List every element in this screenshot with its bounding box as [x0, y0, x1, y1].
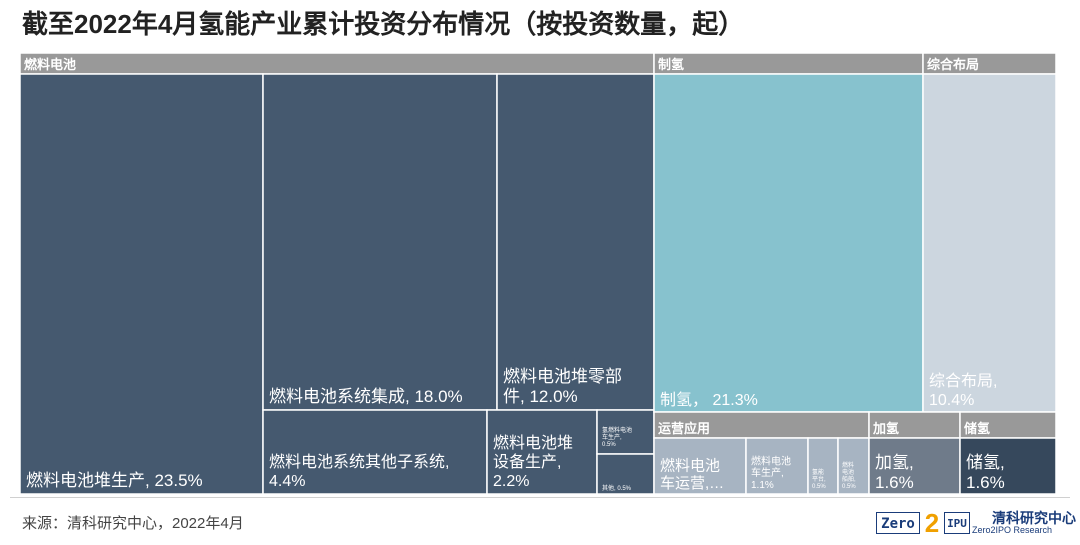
cell-fuel-cell-other: [596, 453, 655, 495]
cell-fuel-cell-other-subsystems: [262, 409, 488, 495]
cell-fcv-operation: [653, 437, 747, 495]
logo-chinese-name: 清科研究中心: [992, 510, 1076, 526]
label-fcv-production: 燃料电池车生产, 1.1%: [751, 454, 791, 491]
label-fcv-operation: 燃料电池车运营,…: [660, 456, 724, 492]
fuel-cell-header-label: 燃料电池: [24, 57, 76, 72]
hydrogen-production-header-label: 制氢: [658, 57, 684, 72]
cell-fcv-production: [745, 437, 809, 495]
label-refueling: 加氢, 1.6%: [875, 453, 914, 492]
label-fuel-cell-other-subsystems: 燃料电池系统其他子系统, 4.4%: [269, 453, 449, 490]
refueling-header-label: 加氢: [872, 421, 899, 436]
fuel-cell-header: [19, 52, 655, 75]
label-h2-fuel-cell-vehicle: 氢燃料电池车生产, 0.5%: [602, 426, 632, 448]
cell-fuel-cell-stack-parts: [496, 73, 655, 411]
logo-english-name: Zero2IPO Research: [972, 525, 1053, 535]
label-fuel-cell-equipment: 燃料电池堆设备生产, 2.2%: [493, 434, 573, 490]
cell-fuel-cell-stack-production: [19, 73, 264, 495]
cell-hydrogen-production: [653, 73, 924, 413]
label-fuel-cell-stack-production: 燃料电池堆生产, 23.5%: [26, 471, 203, 490]
chart-title: 截至2022年4月氢能产业累计投资分布情况（按投资数量，起）: [22, 9, 745, 39]
operation-application-header-label: 运营应用: [658, 421, 710, 436]
logo-ipo-box: IPU: [944, 512, 970, 534]
cell-integrated-layout: [922, 73, 1057, 413]
cell-hydrogen-platform: [807, 437, 839, 495]
logo-two: 2: [924, 508, 940, 538]
logo-zero-box: Zero: [876, 512, 920, 534]
label-integrated-layout: 综合布局, 10.4%: [929, 372, 997, 409]
footer-divider: [10, 497, 1070, 498]
storage-header: [959, 411, 1057, 439]
cell-refueling: [868, 437, 961, 495]
cell-h2-fuel-cell-vehicle: [596, 409, 655, 455]
source-note: 来源：清科研究中心，2022年4月: [22, 515, 244, 532]
label-hydrogen-production: 制氢， 21.3%: [660, 391, 758, 409]
label-hydrogen-platform: 氢能平台, 0.5%: [812, 468, 826, 490]
storage-header-label: 储氢: [963, 421, 990, 436]
zero2ipo-logo: Zero 2 IPU 清科研究中心 Zero2IPO Research: [876, 508, 1076, 538]
label-storage: 储氢, 1.6%: [966, 453, 1005, 492]
integrated-layout-header-label: 综合布局: [927, 57, 979, 72]
label-fuel-cell-other: 其他, 0.5%: [602, 484, 632, 492]
hydrogen-production-header: [653, 52, 924, 75]
label-fuel-cell-system-integration: 燃料电池系统集成, 18.0%: [269, 387, 463, 406]
cell-fuel-cell-system-integration: [262, 73, 498, 411]
label-fuel-cell-stack-parts: 燃料电池堆零部件, 12.0%: [503, 367, 622, 406]
label-fuel-cell-ship: 燃料电池船舶, 0.5%: [842, 461, 856, 490]
cell-storage: [959, 437, 1057, 495]
